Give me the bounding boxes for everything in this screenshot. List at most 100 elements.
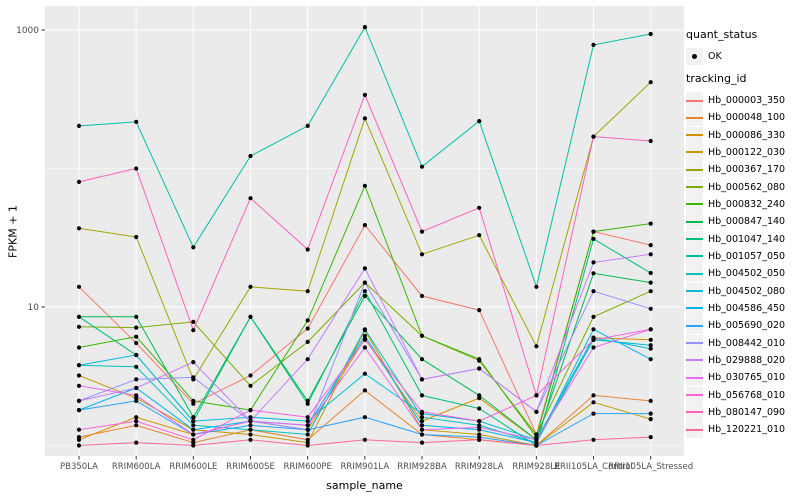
- data-point: [76, 284, 82, 289]
- data-point: [191, 319, 196, 324]
- data-point: [305, 423, 310, 428]
- legend-swatch: [686, 213, 703, 231]
- data-point: [362, 371, 367, 376]
- legend-item-Hb_000003_350: Hb_000003_350: [686, 92, 785, 109]
- data-point: [248, 153, 253, 159]
- data-point: [534, 393, 539, 398]
- data-point: [134, 314, 139, 319]
- data-point: [477, 308, 482, 313]
- data-point: [76, 226, 82, 231]
- legend-swatch: [686, 403, 703, 421]
- swatch-line-icon: [686, 376, 703, 379]
- data-point: [419, 393, 425, 398]
- data-point: [305, 432, 310, 437]
- x-axis-title: sample_name: [326, 479, 403, 492]
- data-point: [134, 364, 139, 369]
- legend-swatch: [686, 195, 703, 213]
- data-point: [477, 406, 482, 411]
- legend-swatch: [686, 247, 703, 265]
- legend-item-Hb_004502_080: Hb_004502_080: [686, 282, 785, 300]
- swatch-line-icon: [686, 324, 703, 327]
- data-point: [305, 123, 310, 128]
- data-point: [591, 337, 596, 342]
- legend-item-label: Hb_000086_330: [708, 129, 786, 141]
- data-point: [305, 357, 310, 362]
- data-point: [362, 92, 367, 97]
- legend-item-label: Hb_005690_020: [708, 320, 786, 332]
- data-point: [419, 357, 425, 362]
- data-point: [76, 437, 82, 442]
- legend-item-label: OK: [708, 51, 722, 62]
- data-point: [134, 423, 139, 428]
- data-point: [248, 419, 253, 424]
- data-point: [477, 425, 482, 430]
- swatch-line-icon: [686, 134, 703, 137]
- data-point: [76, 345, 82, 350]
- legend-swatch: [686, 109, 703, 127]
- data-point: [76, 443, 82, 448]
- data-point: [305, 440, 310, 445]
- legend-item-Hb_000122_030: Hb_000122_030: [686, 143, 786, 161]
- data-point: [477, 419, 482, 424]
- legend-item-label: Hb_120221_010: [708, 424, 786, 436]
- data-point: [134, 385, 139, 391]
- data-point: [191, 432, 196, 437]
- data-point: [191, 398, 196, 403]
- data-point: [534, 437, 539, 442]
- data-point: [648, 337, 653, 342]
- data-point: [248, 314, 253, 319]
- data-point: [134, 415, 139, 420]
- swatch-line-icon: [686, 394, 703, 397]
- x-tick-label: RRIM600PE: [283, 462, 331, 472]
- legend-swatch: [686, 230, 703, 248]
- swatch-line-icon: [686, 186, 703, 189]
- data-point: [305, 443, 310, 448]
- data-point: [362, 280, 367, 285]
- data-point: [419, 377, 425, 382]
- x-tick-label: RRIM928LE: [512, 462, 560, 472]
- legend-item-label: Hb_000367_170: [708, 164, 786, 176]
- data-point: [648, 280, 653, 285]
- legend-item-Hb_029888_020: Hb_029888_020: [686, 351, 786, 369]
- data-point: [191, 427, 196, 432]
- data-point: [191, 375, 196, 380]
- swatch-line-icon: [686, 238, 703, 241]
- data-point: [362, 415, 367, 420]
- legend-item-label: Hb_000122_030: [708, 146, 786, 158]
- data-point: [134, 440, 139, 445]
- data-point: [248, 383, 253, 388]
- data-point: [305, 326, 310, 331]
- legend-swatch: [686, 178, 703, 196]
- swatch-line-icon: [686, 359, 703, 362]
- x-tick-label: RRIM928BA: [397, 462, 447, 472]
- data-point: [362, 388, 367, 393]
- y-tick-label: 10: [28, 303, 40, 313]
- x-tick-label: RRIM901LA: [341, 462, 390, 472]
- data-point: [76, 324, 82, 329]
- data-point: [534, 344, 539, 349]
- data-point: [648, 252, 653, 257]
- data-point: [134, 119, 139, 124]
- legend-swatch: [686, 299, 703, 317]
- data-point: [419, 419, 425, 424]
- legend-swatch: [686, 421, 703, 439]
- data-point: [248, 437, 253, 442]
- swatch-line-icon: [686, 272, 703, 275]
- data-point: [248, 408, 253, 413]
- data-point: [648, 289, 653, 294]
- legend-swatch: [686, 351, 703, 369]
- x-tick-label: RRII105LA_Stressed: [608, 462, 693, 472]
- data-point: [648, 270, 653, 276]
- data-point: [134, 393, 139, 398]
- data-point: [419, 415, 425, 420]
- data-point: [305, 247, 310, 252]
- swatch-line-icon: [686, 411, 703, 414]
- data-point: [248, 415, 253, 420]
- data-point: [305, 398, 310, 403]
- data-point: [362, 327, 367, 332]
- legend-item-label: Hb_029888_020: [708, 354, 786, 366]
- data-point: [419, 293, 425, 299]
- data-point: [362, 266, 367, 271]
